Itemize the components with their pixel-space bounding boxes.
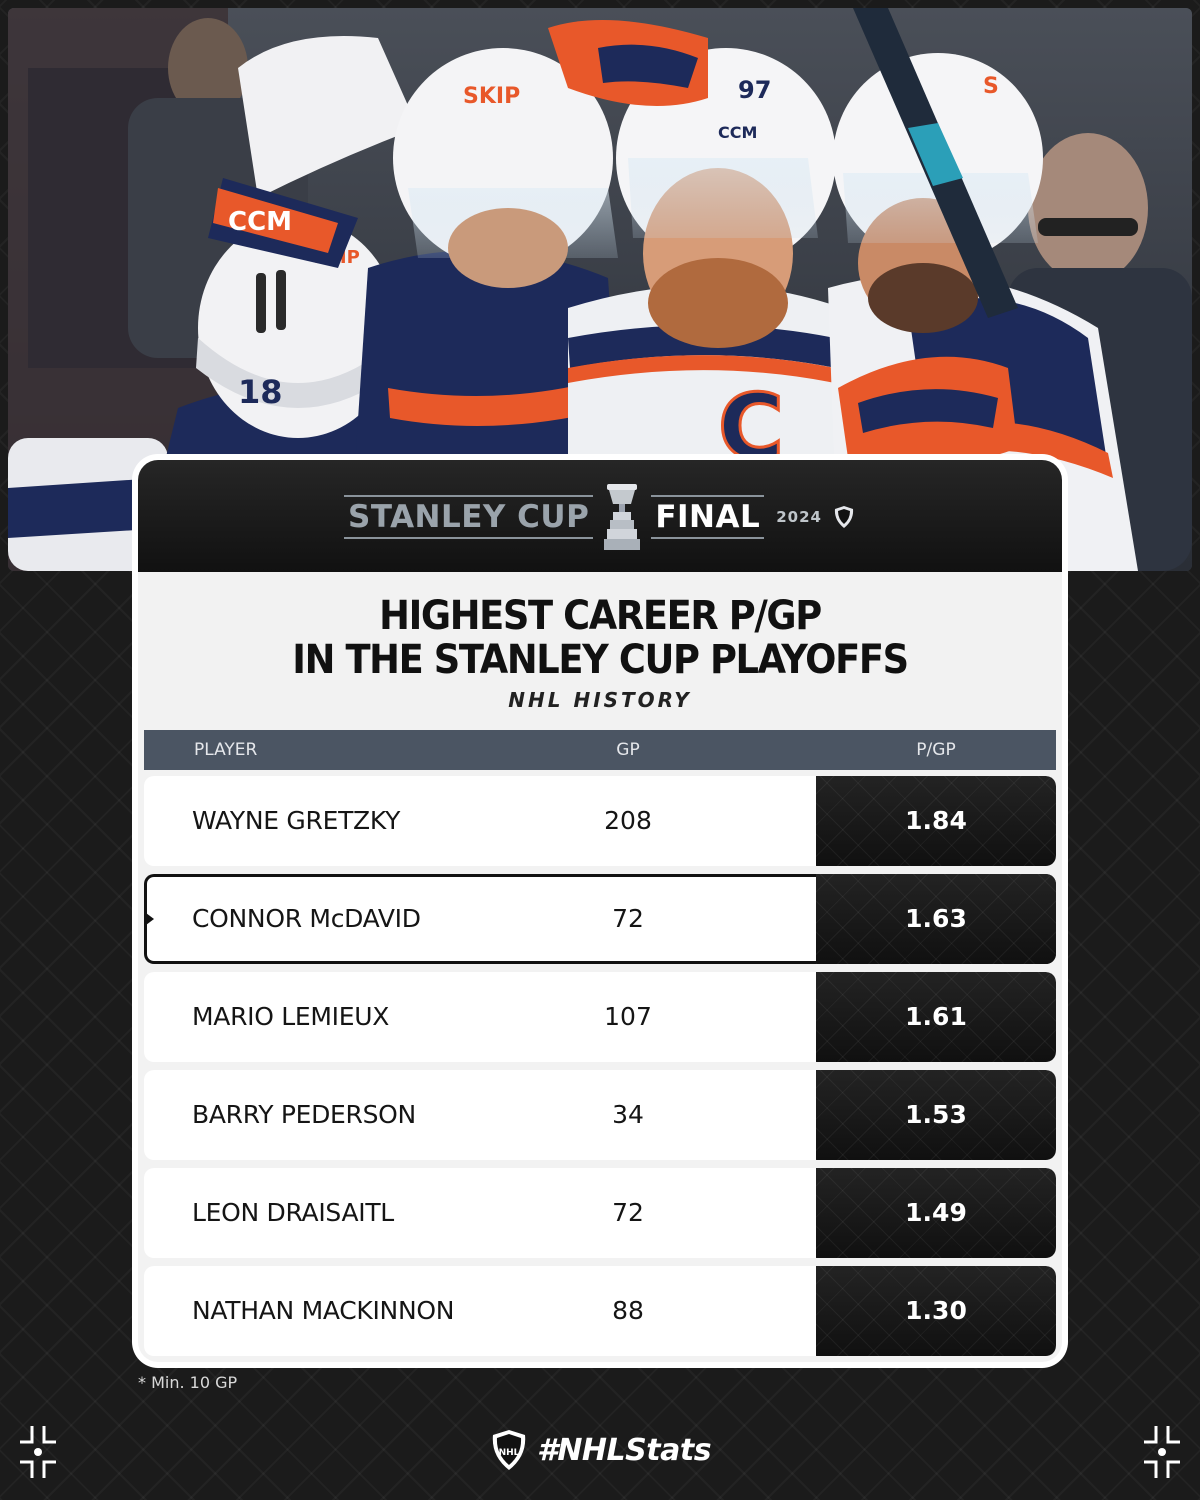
points-per-game: 1.30 xyxy=(905,1296,967,1325)
title-line-1: HIGHEST CAREER P/GP xyxy=(379,593,822,639)
svg-text:CCM: CCM xyxy=(718,123,757,142)
logo-year: 2024 xyxy=(776,508,822,526)
points-per-game: 1.49 xyxy=(905,1198,967,1227)
table-row: BARRY PEDERSON 34 1.53 xyxy=(144,1070,1056,1160)
table-row-highlighted: CONNOR McDAVID 72 1.63 xyxy=(144,874,1056,964)
footnote: * Min. 10 GP xyxy=(138,1373,238,1392)
player-name: WAYNE GRETZKY xyxy=(192,806,401,835)
player-name: LEON DRAISAITL xyxy=(192,1198,394,1227)
nhl-shield-logo-icon: NHL xyxy=(492,1430,526,1470)
pgp-cell: 1.49 xyxy=(816,1168,1056,1258)
corner-crosshair-icon xyxy=(1144,1426,1180,1478)
pgp-cell: 1.53 xyxy=(816,1070,1056,1160)
table-row: WAYNE GRETZKY 208 1.84 xyxy=(144,776,1056,866)
corner-crosshair-icon xyxy=(20,1426,56,1478)
player-name: NATHAN MACKINNON xyxy=(192,1296,455,1325)
hashtag: NHL #NHLStats xyxy=(0,1428,1200,1476)
pgp-cell: 1.30 xyxy=(816,1266,1056,1356)
svg-text:CCM: CCM xyxy=(228,207,292,237)
svg-text:SKIP: SKIP xyxy=(463,84,520,109)
svg-text:S: S xyxy=(983,74,999,99)
column-header-pgp: P/GP xyxy=(916,740,956,760)
games-played: 107 xyxy=(604,1002,652,1031)
table-header: PLAYER GP P/GP xyxy=(144,730,1056,770)
hashtag-text: #NHLStats xyxy=(536,1432,712,1468)
table-row: NATHAN MACKINNON 88 1.30 xyxy=(144,1266,1056,1356)
title-area: HIGHEST CAREER P/GP IN THE STANLEY CUP P… xyxy=(138,572,1062,732)
card-header: STANLEY CUP FINAL 2024 xyxy=(138,460,1062,572)
highlight-marker-icon xyxy=(146,913,154,925)
games-played: 88 xyxy=(612,1296,644,1325)
pgp-cell: 1.84 xyxy=(816,776,1056,866)
stanley-cup-final-logo: STANLEY CUP FINAL 2024 xyxy=(138,482,1062,552)
svg-text:97: 97 xyxy=(738,76,771,104)
games-played: 72 xyxy=(612,904,644,933)
points-per-game: 1.61 xyxy=(905,1002,967,1031)
subtitle: NHL HISTORY xyxy=(508,688,692,712)
svg-text:18: 18 xyxy=(238,373,283,411)
title-line-2: IN THE STANLEY CUP PLAYOFFS xyxy=(292,637,909,683)
player-name: BARRY PEDERSON xyxy=(192,1100,416,1129)
player-name: CONNOR McDAVID xyxy=(192,904,421,933)
pgp-cell: 1.61 xyxy=(816,972,1056,1062)
table-row: LEON DRAISAITL 72 1.49 xyxy=(144,1168,1056,1258)
points-per-game: 1.63 xyxy=(905,904,967,933)
column-header-gp: GP xyxy=(616,740,640,760)
nhl-shield-icon xyxy=(834,506,854,528)
games-played: 208 xyxy=(604,806,652,835)
points-per-game: 1.84 xyxy=(905,806,967,835)
player-name: MARIO LEMIEUX xyxy=(192,1002,390,1031)
stats-card: STANLEY CUP FINAL 2024 HIG xyxy=(138,460,1062,1362)
column-header-player: PLAYER xyxy=(194,740,258,760)
pgp-cell: 1.63 xyxy=(816,874,1056,964)
stanley-cup-trophy-icon xyxy=(604,484,641,550)
games-played: 72 xyxy=(612,1198,644,1227)
points-per-game: 1.53 xyxy=(905,1100,967,1129)
table-row: MARIO LEMIEUX 107 1.61 xyxy=(144,972,1056,1062)
svg-text:NHL: NHL xyxy=(499,1448,520,1458)
logo-stanley-cup-text: STANLEY CUP xyxy=(344,495,594,539)
games-played: 34 xyxy=(612,1100,644,1129)
logo-final-text: FINAL xyxy=(651,495,765,539)
